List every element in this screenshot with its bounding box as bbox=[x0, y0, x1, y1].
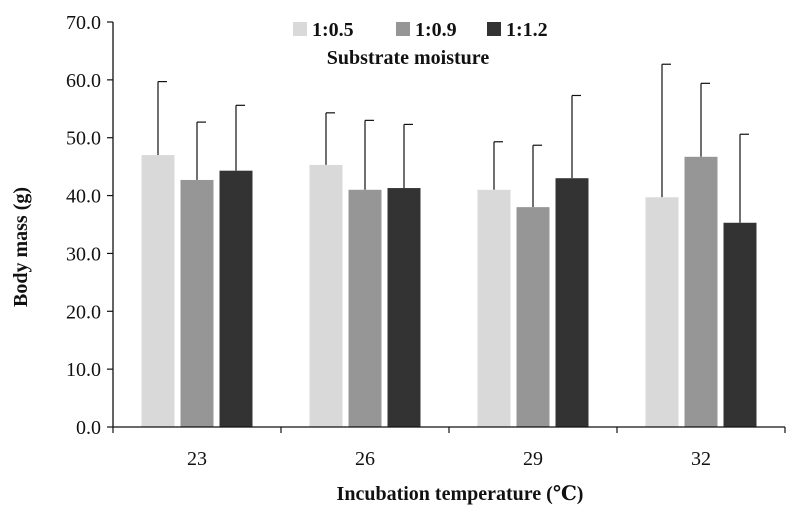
y-tick-label: 40.0 bbox=[66, 186, 101, 208]
bar-1:0.5-26 bbox=[309, 164, 343, 427]
y-tick-label: 20.0 bbox=[66, 301, 101, 323]
bar-1:0.5-23 bbox=[141, 155, 175, 428]
y-tick-label: 50.0 bbox=[66, 128, 101, 150]
bars bbox=[141, 155, 757, 428]
legend-swatch-1:1.2 bbox=[487, 22, 501, 36]
legend-label-1:1.2: 1:1.2 bbox=[506, 19, 548, 41]
bar-1:1.2-32 bbox=[723, 222, 757, 427]
legend-title: Substrate moisture bbox=[327, 47, 490, 69]
x-tick-label: 23 bbox=[187, 448, 207, 470]
x-tick-label: 32 bbox=[691, 448, 711, 470]
error-bars bbox=[157, 63, 749, 223]
y-tick-label: 60.0 bbox=[66, 70, 101, 92]
bar-1:0.9-32 bbox=[684, 156, 718, 428]
x-tick-label: 29 bbox=[523, 448, 543, 470]
y-tick-label: 0.0 bbox=[76, 417, 101, 439]
x-axis-title: Incubation temperature (℃) bbox=[337, 483, 584, 505]
axes bbox=[107, 21, 786, 433]
y-axis-title: Body mass (g) bbox=[10, 187, 32, 307]
bar-1:0.5-32 bbox=[645, 197, 679, 427]
legend: 1:0.5 1:0.9 1:1.2 bbox=[293, 19, 548, 41]
bar-1:1.2-26 bbox=[387, 188, 421, 427]
bar-1:1.2-29 bbox=[555, 178, 589, 427]
tick-labels: 0.0 10.0 20.0 30.0 40.0 50.0 60.0 70.0 23 26 29 32 bbox=[66, 12, 711, 470]
legend-swatch-1:0.5 bbox=[293, 22, 307, 36]
bar-1:0.9-26 bbox=[348, 189, 382, 427]
x-tick-label: 26 bbox=[355, 448, 375, 470]
legend-label-1:0.9: 1:0.9 bbox=[415, 19, 457, 41]
legend-swatch-1:0.9 bbox=[396, 22, 410, 36]
bar-1:1.2-23 bbox=[219, 170, 253, 427]
bar-1:0.9-29 bbox=[516, 207, 550, 427]
y-tick-label: 10.0 bbox=[66, 359, 101, 381]
legend-label-1:0.5: 1:0.5 bbox=[312, 19, 354, 41]
bar-1:0.9-23 bbox=[180, 179, 214, 427]
y-tick-label: 70.0 bbox=[66, 12, 101, 34]
y-tick-label: 30.0 bbox=[66, 243, 101, 265]
bar-1:0.5-29 bbox=[477, 189, 511, 427]
